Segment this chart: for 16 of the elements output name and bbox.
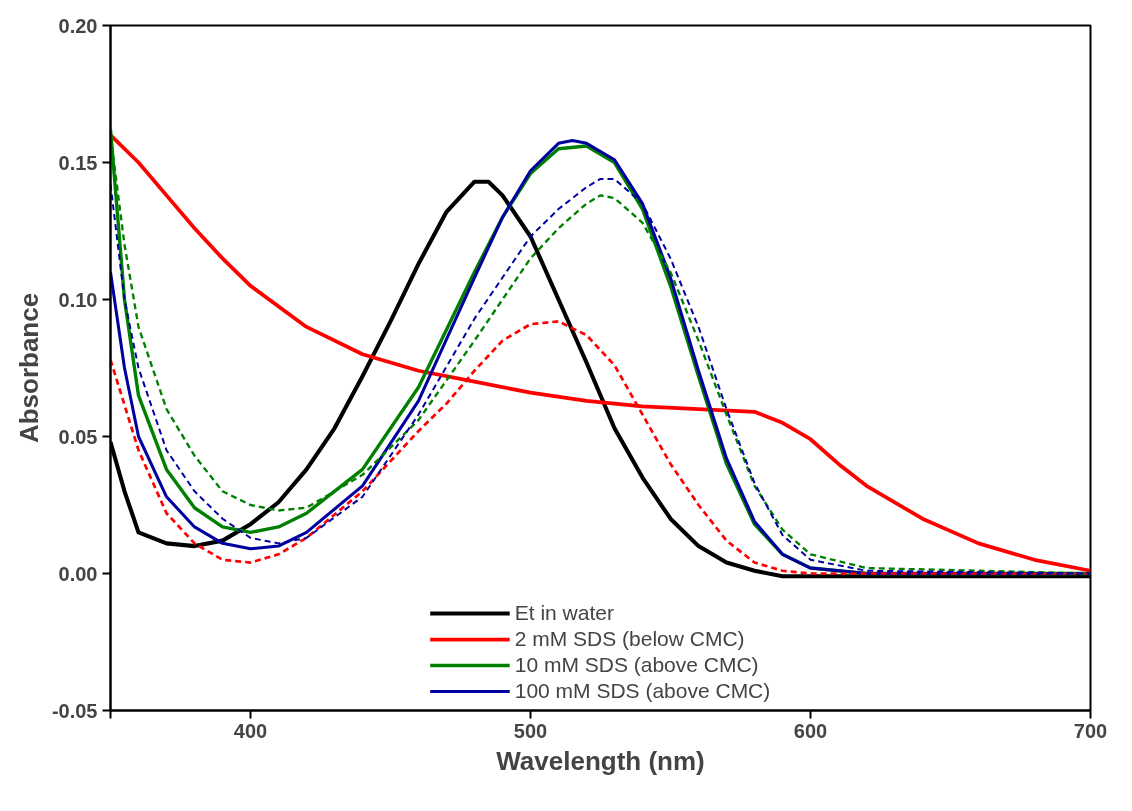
y-tick-label: 0.10 — [58, 288, 98, 311]
x-tick-label: 600 — [793, 719, 828, 742]
x-axis-title: Wavelength (nm) — [496, 745, 705, 776]
y-tick-label: 0.00 — [58, 562, 98, 585]
y-tick-label: 0.15 — [58, 151, 98, 174]
legend-label: 2 mM SDS (below CMC) — [514, 626, 745, 652]
legend-label: Et in water — [514, 600, 614, 626]
y-tick-label: 0.20 — [58, 14, 98, 37]
y-tick-label: -0.05 — [51, 699, 98, 722]
legend-label: 10 mM SDS (above CMC) — [514, 652, 759, 678]
y-tick-label: 0.05 — [58, 425, 98, 448]
y-axis-title: Absorbance — [13, 292, 44, 444]
x-tick-label: 700 — [1073, 719, 1108, 742]
x-tick-label: 500 — [513, 719, 548, 742]
x-tick-label: 400 — [233, 719, 268, 742]
legend-label: 100 mM SDS (above CMC) — [514, 678, 771, 704]
